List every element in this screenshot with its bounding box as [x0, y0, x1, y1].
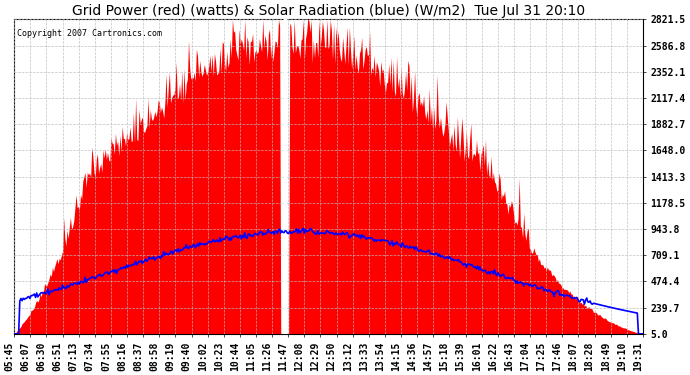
- Text: Copyright 2007 Cartronics.com: Copyright 2007 Cartronics.com: [17, 29, 162, 38]
- Title: Grid Power (red) (watts) & Solar Radiation (blue) (W/m2)  Tue Jul 31 20:10: Grid Power (red) (watts) & Solar Radiati…: [72, 4, 585, 18]
